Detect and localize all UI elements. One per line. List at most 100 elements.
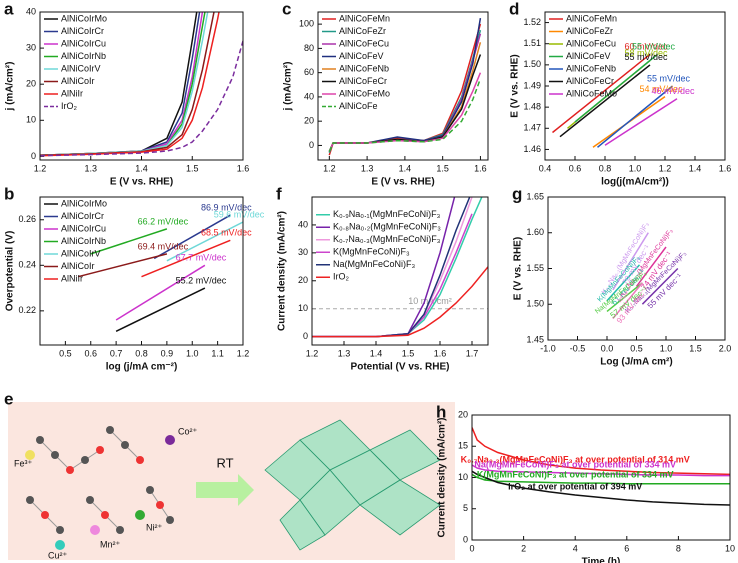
x-tick-label: 1.6	[237, 163, 250, 173]
legend-label: K(MgMnFeCoNi)F₃	[333, 247, 410, 257]
x-tick-label: 1.4	[370, 348, 383, 358]
legend-label: AlNiCoIrMo	[61, 198, 107, 208]
y-tick-label: 1.65	[526, 191, 544, 201]
y-tick-label: 0.24	[18, 260, 36, 270]
plot-frame	[39, 196, 244, 346]
series-line	[552, 53, 651, 134]
x-tick-label: 10	[725, 543, 735, 553]
slope-label: 69.4 mV/dec	[138, 241, 189, 251]
series-line	[612, 232, 649, 291]
y-tick-label: 40	[304, 91, 314, 101]
legend-label: AlNiCoIr	[61, 261, 95, 271]
y-tick-label: 1.46	[523, 144, 541, 154]
x-tick-label: 1.5	[436, 163, 449, 173]
ion-label: Fe³⁺	[14, 458, 33, 468]
y-tick-label: 1.49	[523, 80, 541, 90]
legend-label: AlNiCoIrCr	[61, 26, 104, 36]
legend-label: AlNiCoFeV	[566, 51, 611, 61]
series-line	[312, 266, 488, 338]
plot-frame	[311, 196, 489, 346]
x-tick-label: -0.5	[570, 343, 586, 353]
legend-label: AlNiCoFeCu	[339, 38, 389, 48]
y-tick-label: 0	[309, 140, 314, 150]
y-tick-label: 10	[458, 472, 468, 482]
slope-label: 66.2 mV/dec	[138, 216, 189, 226]
legend-label: AlNiCoIrNb	[61, 51, 106, 61]
atoms	[25, 426, 175, 550]
series-line	[641, 267, 679, 305]
x-tick-label: 0.5	[59, 348, 72, 358]
y-tick-label: 20	[26, 79, 36, 89]
plot-frame	[544, 11, 726, 161]
legend-label: AlNiCoIrCr	[61, 211, 104, 221]
y-tick-label: 80	[304, 43, 314, 53]
y-tick-label: 1.45	[526, 334, 544, 344]
y-tick-label: 100	[299, 19, 314, 29]
crystal-structure	[264, 419, 441, 551]
x-tick-label: 2.0	[719, 343, 732, 353]
series-line	[153, 214, 231, 260]
x-tick-label: 6	[624, 543, 629, 553]
series-line	[166, 221, 243, 262]
x-tick-label: 0.4	[539, 163, 552, 173]
legend-label: AlNiIr	[61, 273, 83, 283]
arrow-label: RT	[216, 455, 233, 470]
plot-lines	[606, 232, 679, 319]
y-tick-label: 0	[463, 534, 468, 544]
y-tick-label: 1.47	[523, 123, 541, 133]
series-line	[141, 239, 231, 278]
x-tick-label: 0.9	[161, 348, 174, 358]
x-axis-title: Time (h)	[582, 557, 621, 563]
legend-label: AlNiCoFeMn	[566, 13, 617, 23]
y-tick-label: 0	[303, 331, 308, 341]
y-tick-label: 0.22	[18, 305, 36, 315]
series-name: Na(MgMnFeCoNi)F₃ at over potential of 33…	[474, 460, 676, 470]
series-name: K(MgMnFeCoNi)F₃ at over potential of 334…	[477, 470, 674, 480]
series-line	[604, 98, 678, 146]
panel-label: d	[509, 0, 519, 18]
y-tick-label: 1.50	[523, 59, 541, 69]
y-tick-label: 20	[458, 409, 468, 419]
ion-label: Cu²⁺	[48, 550, 68, 560]
legend-label: AlNiCoIrV	[61, 63, 101, 73]
x-tick-label: 1.2	[237, 348, 250, 358]
y-axis-title: j (mA/cm²)	[5, 62, 16, 112]
legend-label: AlNiCoFeMn	[339, 13, 390, 23]
series-line	[472, 464, 730, 477]
plot-lines	[77, 214, 243, 332]
y-tick-label: 10	[298, 303, 308, 313]
panel-label: a	[4, 0, 14, 18]
x-tick-label: 1.6	[474, 163, 487, 173]
panel-label: b	[4, 184, 14, 203]
plot-lines	[312, 197, 488, 338]
arrow	[196, 474, 254, 506]
x-tick-label: 1.6	[434, 348, 447, 358]
series-line	[606, 264, 641, 302]
series-line	[606, 282, 643, 312]
slope-label: 55 mV/dec	[624, 52, 668, 62]
y-tick-label: 30	[298, 247, 308, 257]
x-tick-label: 0.6	[84, 348, 97, 358]
legend-label: AlNiCoFeNb	[339, 63, 389, 73]
x-tick-label: 0.8	[135, 348, 148, 358]
legend-label: K₀.₇Na₀.₃(MgMnFeCoNi)F₃	[333, 234, 441, 244]
plot-lines	[40, 12, 243, 157]
legend-label: AlNiCoIrV	[61, 248, 101, 258]
legend-label: K₀.₈Na₀.₂(MgMnFeCoNi)F₃	[333, 222, 441, 232]
x-tick-label: 1.2	[306, 348, 319, 358]
x-tick-label: 1.0	[186, 348, 199, 358]
series-line	[574, 53, 658, 123]
legend-label: AlNiIr	[61, 88, 83, 98]
x-axis-title: log (j/mA cm⁻²)	[106, 362, 178, 373]
series-line	[115, 264, 206, 321]
series-name: K₀.₇Na₀.₃(MgMnFeCoNi)F₃ at over potentia…	[461, 455, 690, 465]
legend-label: AlNiCoFeMo	[566, 88, 617, 98]
y-axis-title: Current density (mA/cm²)	[277, 211, 288, 331]
x-tick-label: -1.0	[540, 343, 556, 353]
legend-label: AlNiCoIrMo	[61, 13, 107, 23]
x-tick-label: 0	[469, 543, 474, 553]
series-line	[559, 64, 651, 138]
y-axis-title: j (mA/cm²)	[283, 62, 294, 112]
x-tick-label: 1.4	[689, 163, 702, 173]
y-tick-label: 60	[304, 67, 314, 77]
